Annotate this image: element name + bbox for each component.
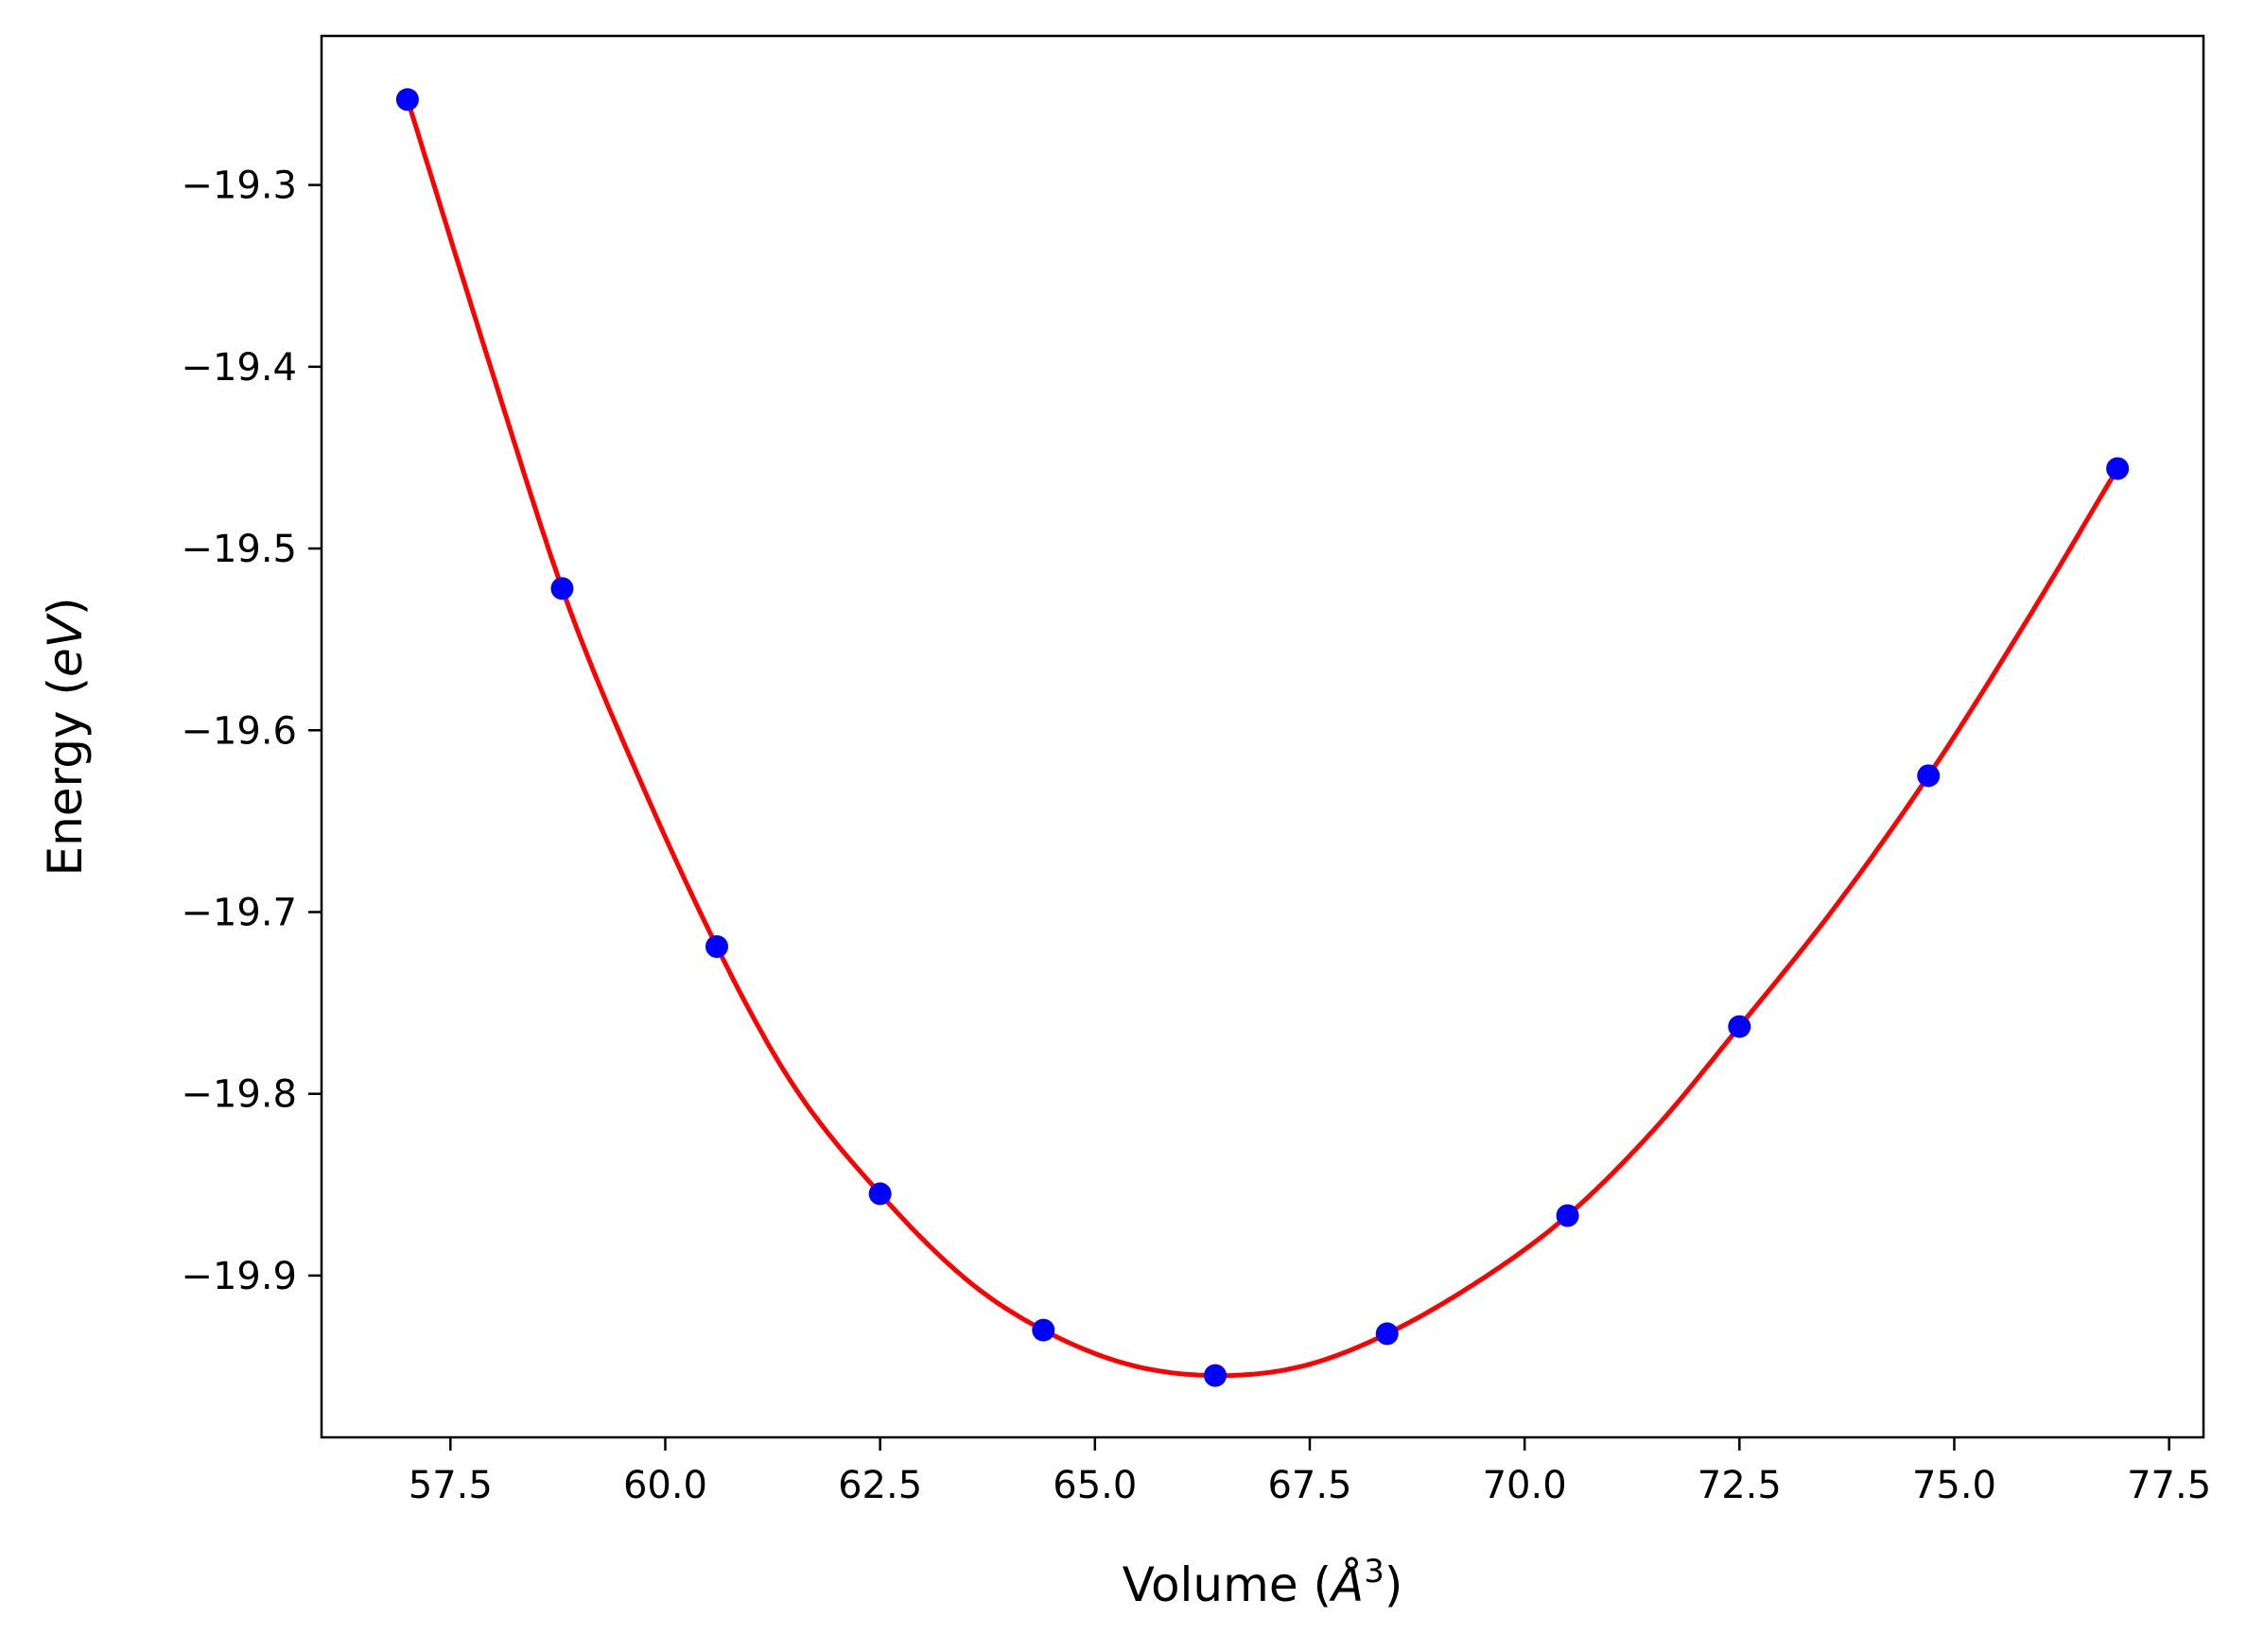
x-tick-label: 67.5 [1267,1464,1351,1507]
x-tick-label: 57.5 [409,1464,493,1507]
data-point [1728,1015,1751,1038]
x-axis-label: Volume (Å3) [1123,1553,1403,1612]
data-point [705,935,728,959]
x-axis-ticks: 57.5 60.0 62.5 65.0 67.5 70.0 72.5 75.0 77.5 [409,1437,2211,1507]
x-tick-label: 62.5 [838,1464,922,1507]
x-tick-label: 77.5 [2127,1464,2211,1507]
x-tick-label: 65.0 [1053,1464,1137,1507]
x-tick-label: 70.0 [1483,1464,1567,1507]
data-point [1375,1322,1399,1346]
x-tick-label: 75.0 [1912,1464,1996,1507]
x-tick-label: 72.5 [1698,1464,1782,1507]
y-tick-label: −19.4 [181,346,297,390]
y-tick-label: −19.8 [181,1073,297,1117]
data-point [868,1182,892,1206]
y-tick-label: −19.7 [181,891,297,934]
y-tick-label: −19.9 [181,1255,297,1298]
y-axis-ticks: −19.3 −19.4 −19.5 −19.6 −19.7 −19.8 −19.9 [181,165,322,1298]
data-point [395,88,419,112]
fit-curve [405,98,2120,1379]
data-point [1204,1364,1228,1387]
plot-frame [320,34,2205,1439]
data-point [1556,1204,1579,1227]
data-point [1917,764,1941,788]
y-axis-label: Energy (eV) [38,598,93,877]
data-point [2106,457,2130,480]
y-tick-label: −19.6 [181,709,297,753]
y-tick-label: −19.3 [181,165,297,208]
data-point [1032,1318,1055,1342]
y-tick-label: −19.5 [181,528,297,571]
x-tick-label: 60.0 [623,1464,707,1507]
data-point [550,577,574,600]
data-points [395,88,2130,1387]
